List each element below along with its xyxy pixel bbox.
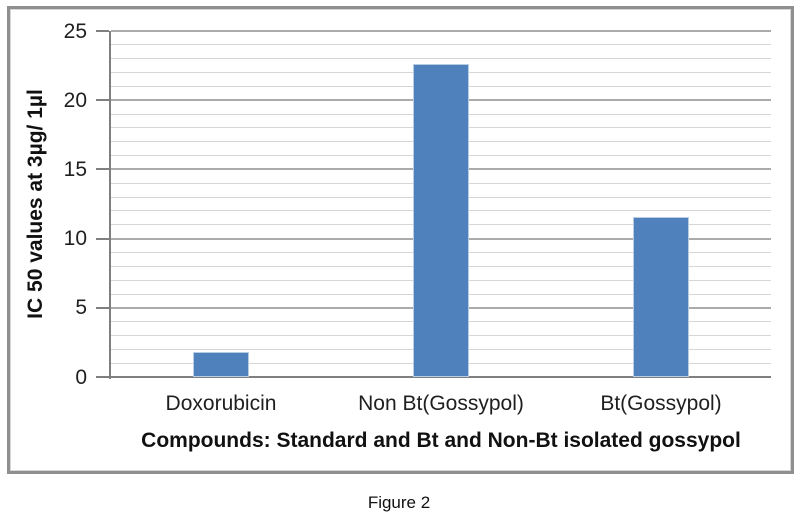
- gridline-minor: [111, 44, 771, 46]
- y-axis-title: IC 50 values at 3µg/ 1µl: [24, 89, 47, 319]
- chart-frame: IC 50 values at 3µg/ 1µl Compounds: Stan…: [7, 6, 794, 474]
- category-label-doxorubicin: Doxorubicin: [165, 392, 277, 415]
- y-tick: [96, 168, 109, 171]
- gridline-minor: [111, 58, 771, 60]
- y-tick-label: 0: [75, 365, 87, 389]
- y-tick-label: 20: [63, 88, 87, 112]
- y-tick-label: 15: [63, 157, 87, 181]
- plot-area: Compounds: Standard and Bt and Non-Bt is…: [64, 20, 771, 452]
- y-tick-label: 5: [75, 296, 87, 320]
- y-tick-label: 25: [63, 19, 87, 43]
- y-axis-line: [109, 31, 111, 379]
- y-tick: [96, 99, 109, 102]
- category-label-bt-gossypol: Bt(Gossypol): [600, 392, 722, 415]
- figure-caption: Figure 2: [367, 493, 431, 512]
- y-tick: [96, 237, 109, 240]
- gridline-major: [111, 30, 771, 32]
- y-tick: [96, 306, 109, 309]
- y-tick: [96, 30, 109, 32]
- category-label-non-bt-gossypol: Non Bt(Gossypol): [358, 392, 524, 415]
- y-tick: [96, 376, 109, 378]
- bar-doxorubicin: [193, 352, 249, 377]
- x-axis-line: [109, 376, 771, 378]
- bar-non-bt-gossypol: [413, 64, 469, 377]
- x-axis-title: Compounds: Standard and Bt and Non-Bt is…: [141, 429, 741, 452]
- bar-bt-gossypol: [633, 216, 689, 377]
- y-tick-label: 10: [63, 227, 87, 251]
